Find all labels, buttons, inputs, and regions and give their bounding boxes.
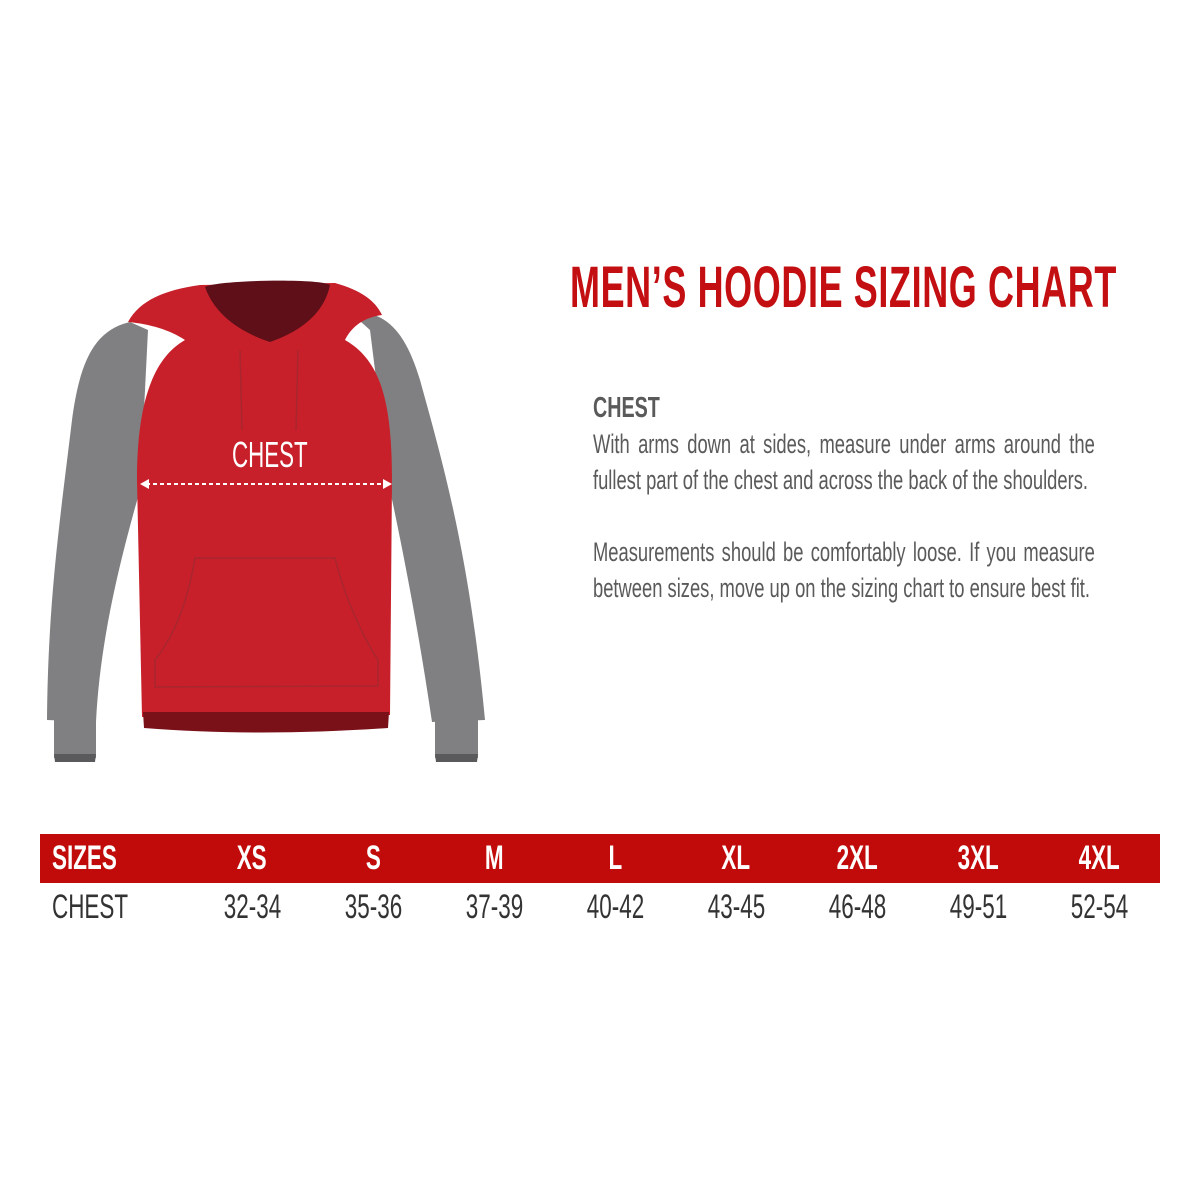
header-cell: XL: [676, 834, 796, 883]
chest-text: 49-51: [949, 888, 1007, 926]
chest-cell: 35-36: [313, 883, 433, 932]
chest-text: 46-48: [828, 888, 886, 926]
left-sleeve: [47, 322, 148, 722]
header-text: S: [365, 839, 381, 877]
page-title: MEN’S HOODIE SIZING CHART: [570, 255, 1117, 320]
chest-cell: 40-42: [555, 883, 675, 932]
chest-cell: 43-45: [676, 883, 796, 932]
chest-text: 35-36: [344, 888, 402, 926]
table-row: CHEST 32-34 35-36 37-39 40-42 43-45 46-48 49-51…: [40, 883, 1160, 932]
chest-cell: 37-39: [434, 883, 554, 932]
chest-text: 52-54: [1070, 888, 1128, 926]
right-cuff: [435, 720, 478, 758]
header-cell: 2XL: [797, 834, 917, 883]
chest-text: 32-34: [223, 888, 281, 926]
header-cell: 3XL: [918, 834, 1038, 883]
header-text: 3XL: [957, 839, 999, 877]
header-label: SIZES: [52, 834, 150, 883]
header-cell: S: [313, 834, 433, 883]
chest-text: 40-42: [586, 888, 644, 926]
header-cell: M: [434, 834, 554, 883]
header-text: L: [608, 839, 622, 877]
description-heading: CHEST: [593, 392, 660, 424]
description-paragraph-1: With arms down at sides, measure under a…: [593, 429, 1095, 495]
header-cell: 4XL: [1039, 834, 1159, 883]
chest-cell: 52-54: [1039, 883, 1159, 932]
header-text: XS: [237, 839, 267, 877]
chest-text: 43-45: [707, 888, 765, 926]
chest-text: 37-39: [465, 888, 523, 926]
table-header-row: SIZES XS S M L XL 2XL 3XL 4XL: [40, 834, 1160, 883]
arrow-right-icon: [383, 479, 392, 489]
chest-cell: 46-48: [797, 883, 917, 932]
drawstrings: [239, 349, 299, 431]
arrow-left-icon: [140, 479, 149, 489]
right-cuff-edge: [435, 754, 478, 762]
hoodie-illustration: [47, 280, 485, 762]
chest-text: CHEST: [52, 888, 129, 926]
header-text: XL: [721, 839, 751, 877]
header-text: M: [484, 839, 504, 877]
header-cell: L: [555, 834, 675, 883]
left-cuff-edge: [54, 754, 96, 762]
hem: [143, 712, 389, 733]
description-paragraph-2: Measurements should be comfortably loose…: [593, 537, 1095, 603]
size-table: SIZES XS S M L XL 2XL 3XL 4XL CHEST 32-34 35-36 37-…: [40, 834, 1160, 932]
left-cuff: [54, 720, 96, 758]
header-text: 4XL: [1078, 839, 1120, 877]
header-text: SIZES: [52, 839, 117, 877]
pocket: [154, 557, 379, 688]
description: CHEST With arms down at sides, measure u…: [593, 392, 1095, 606]
hoodie-body: [128, 283, 392, 717]
header-text: 2XL: [836, 839, 878, 877]
header-cell: XS: [192, 834, 312, 883]
hood-inner: [205, 280, 330, 342]
chest-label: CHEST: [52, 883, 167, 932]
chest-cell: 32-34: [192, 883, 312, 932]
chest-label: CHEST: [232, 434, 308, 475]
chest-cell: 49-51: [918, 883, 1038, 932]
